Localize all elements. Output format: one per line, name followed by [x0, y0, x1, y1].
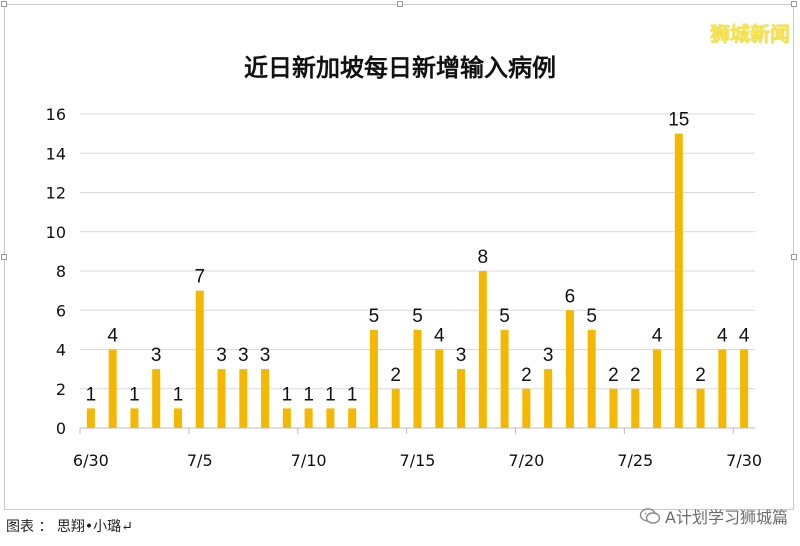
resize-handle[interactable]	[1, 1, 7, 7]
data-label: 15	[668, 110, 689, 131]
data-label: 5	[412, 306, 423, 327]
data-label: 4	[434, 326, 445, 347]
y-tick-label: 14	[46, 144, 66, 163]
data-label: 2	[695, 365, 706, 386]
bar	[457, 369, 466, 428]
bar	[718, 349, 727, 428]
bar	[522, 388, 531, 428]
bar	[348, 408, 357, 428]
data-label: 1	[86, 384, 97, 405]
bar	[369, 329, 378, 428]
bar	[609, 388, 618, 428]
x-tick-label: 7/15	[400, 451, 436, 470]
data-label: 1	[282, 384, 293, 405]
data-label: 4	[652, 326, 663, 347]
bar	[740, 349, 749, 428]
chart-title: 近日新加坡每日新增输入病例	[244, 54, 556, 82]
data-label: 6	[565, 286, 576, 307]
y-tick-label: 0	[56, 419, 66, 438]
x-tick-label: 7/20	[508, 451, 544, 470]
y-tick-label: 2	[56, 380, 66, 399]
x-tick-label: 7/10	[291, 451, 327, 470]
resize-handle[interactable]	[1, 254, 7, 260]
x-tick-label: 7/25	[617, 451, 653, 470]
bar	[217, 369, 226, 428]
data-label: 3	[260, 345, 271, 366]
data-label: 3	[456, 345, 467, 366]
data-label: 5	[586, 306, 597, 327]
watermark-text: 狮城新闻	[710, 22, 790, 46]
data-label: 2	[608, 365, 619, 386]
x-axis-ticks: 6/30 7/5 7/10 7/15 7/20 7/25 7/30	[73, 428, 762, 470]
bar	[195, 290, 204, 428]
x-tick-label: 7/5	[187, 451, 213, 470]
source-tag: A计划学习狮城篇	[639, 504, 788, 528]
bar	[674, 133, 683, 428]
bar	[152, 369, 161, 428]
bar	[413, 329, 422, 428]
resize-handle[interactable]	[397, 1, 403, 7]
bar	[86, 408, 95, 428]
bar	[631, 388, 640, 428]
y-axis-ticks: 0 2 4 6 8 10 12 14 16	[46, 105, 66, 438]
data-label: 3	[216, 345, 227, 366]
data-label: 4	[107, 326, 118, 347]
bar	[304, 408, 313, 428]
bar	[565, 310, 574, 428]
bar	[282, 408, 291, 428]
data-label: 4	[717, 326, 728, 347]
bar	[239, 369, 248, 428]
y-tick-label: 16	[46, 105, 66, 124]
x-tick-label: 7/30	[726, 451, 762, 470]
y-tick-label: 6	[56, 301, 66, 320]
data-label: 2	[630, 365, 641, 386]
bar	[391, 388, 400, 428]
y-tick-label: 10	[46, 223, 66, 242]
y-tick-label: 12	[46, 184, 66, 203]
data-label: 5	[499, 306, 510, 327]
bar	[173, 408, 182, 428]
data-label: 5	[369, 306, 380, 327]
data-label: 1	[325, 384, 336, 405]
bar	[130, 408, 139, 428]
x-tick-label: 6/30	[73, 451, 109, 470]
bar	[653, 349, 662, 428]
data-label: 1	[173, 384, 184, 405]
data-label: 3	[151, 345, 162, 366]
data-label: 3	[543, 345, 554, 366]
bar	[108, 349, 117, 428]
data-label: 4	[739, 326, 750, 347]
bar	[435, 349, 444, 428]
data-label: 1	[129, 384, 140, 405]
bar	[587, 329, 596, 428]
y-tick-label: 8	[56, 262, 66, 281]
bar	[544, 369, 553, 428]
bar	[261, 369, 270, 428]
resize-handle[interactable]	[791, 1, 797, 7]
source-text: A计划学习狮城篇	[665, 508, 788, 527]
resize-handle[interactable]	[791, 254, 797, 260]
data-label: 8	[478, 247, 489, 268]
wechat-icon	[639, 508, 661, 524]
bar	[478, 271, 487, 428]
data-label: 1	[303, 384, 314, 405]
data-label: 7	[194, 267, 205, 288]
data-label: 2	[521, 365, 532, 386]
bar	[500, 329, 509, 428]
bars	[86, 133, 749, 428]
chart-credit: 图表 ： 思翔•小璐↵	[6, 519, 133, 535]
bar	[326, 408, 335, 428]
bar	[696, 388, 705, 428]
data-label: 2	[390, 365, 401, 386]
data-label: 1	[347, 384, 358, 405]
y-tick-label: 4	[56, 341, 66, 360]
data-label: 3	[238, 345, 249, 366]
